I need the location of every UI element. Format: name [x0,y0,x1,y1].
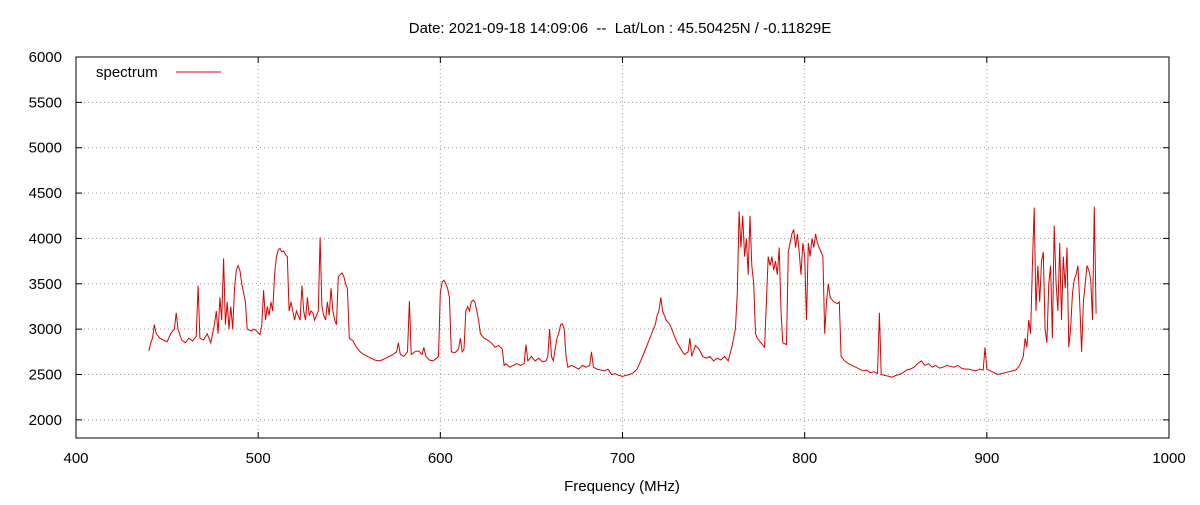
y-tick-label: 6000 [29,49,62,66]
series-line-spectrum [148,206,1097,378]
y-tick-label: 2000 [29,412,62,429]
y-tick-label: 3500 [29,276,62,293]
y-tick-label: 2500 [29,367,62,384]
x-tick-label: 800 [792,450,817,467]
x-tick-label: 500 [246,450,271,467]
x-tick-label: 600 [428,450,453,467]
y-tick-label: 4000 [29,230,62,247]
plot-area [148,206,1097,378]
x-tick-label: 400 [63,450,88,467]
chart-title: Date: 2021-09-18 14:09:06 -- Lat/Lon : 4… [409,20,832,37]
x-axis-label: Frequency (MHz) [564,478,680,495]
y-tick-label: 3000 [29,321,62,338]
x-tick-label: 1000 [1152,450,1185,467]
legend-label: spectrum [96,64,158,81]
x-tick-label: 900 [974,450,999,467]
plot-frame [75,56,1170,439]
y-tick-label: 4500 [29,185,62,202]
legend: spectrum [96,64,221,81]
tick-labels: 400 500 600 700 800 900 1000 2000 2500 3000 3500 40… [29,49,1186,467]
x-tick-label: 700 [610,450,635,467]
y-tick-label: 5000 [29,140,62,157]
y-tick-label: 5500 [29,94,62,111]
